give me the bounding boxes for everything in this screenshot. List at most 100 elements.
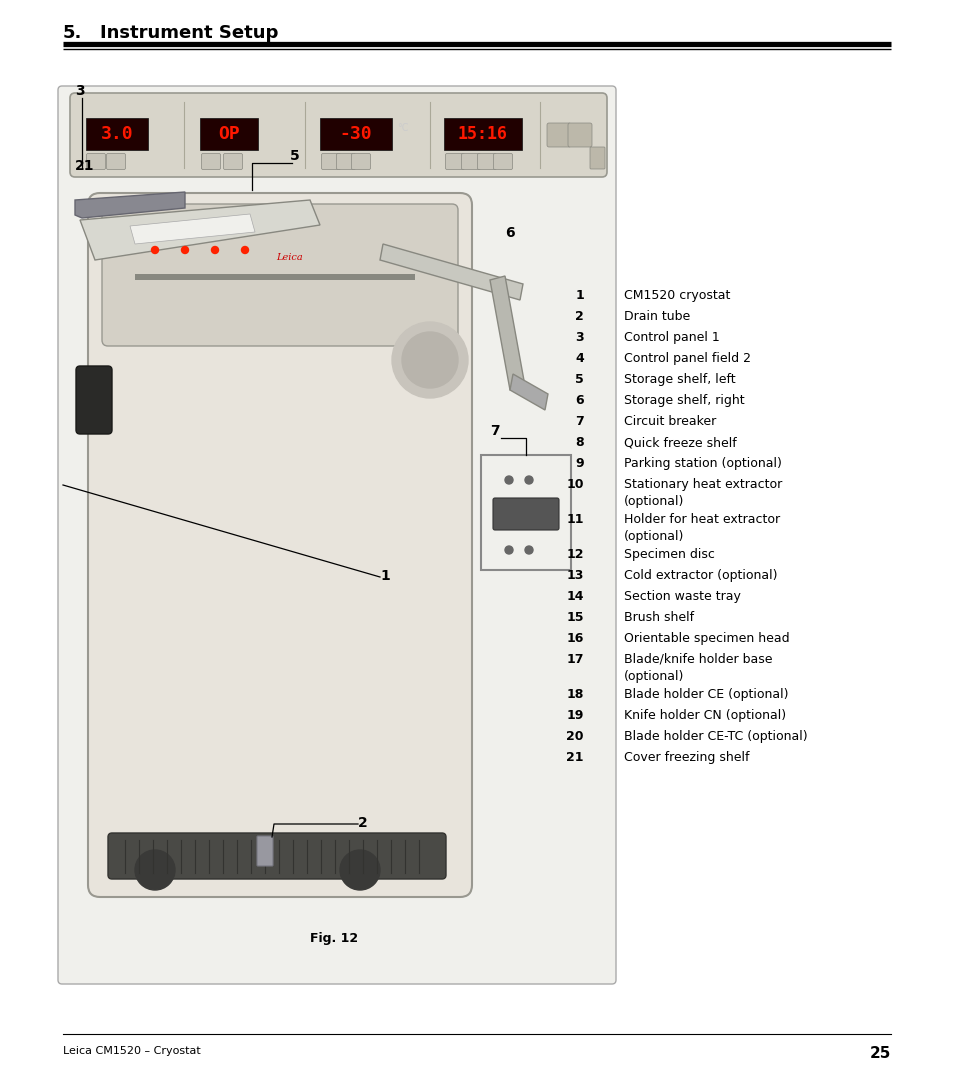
Text: Blade/knife holder base: Blade/knife holder base bbox=[623, 653, 772, 666]
Text: 1: 1 bbox=[575, 289, 583, 302]
Text: 21: 21 bbox=[566, 751, 583, 764]
FancyBboxPatch shape bbox=[480, 455, 571, 570]
Text: Cold extractor (optional): Cold extractor (optional) bbox=[623, 569, 777, 582]
FancyBboxPatch shape bbox=[443, 118, 521, 150]
Circle shape bbox=[181, 246, 189, 254]
Text: 11: 11 bbox=[566, 513, 583, 526]
Text: 13: 13 bbox=[566, 569, 583, 582]
Text: 3.0: 3.0 bbox=[101, 125, 133, 143]
Text: 7: 7 bbox=[490, 424, 499, 438]
Text: 20: 20 bbox=[566, 730, 583, 743]
Circle shape bbox=[504, 546, 513, 554]
Text: Holder for heat extractor: Holder for heat extractor bbox=[623, 513, 780, 526]
Text: 5.: 5. bbox=[63, 24, 82, 42]
Text: 4: 4 bbox=[575, 352, 583, 365]
Text: Knife holder CN (optional): Knife holder CN (optional) bbox=[623, 708, 785, 723]
FancyBboxPatch shape bbox=[319, 118, 392, 150]
Text: 3: 3 bbox=[575, 330, 583, 345]
Polygon shape bbox=[379, 244, 522, 300]
Circle shape bbox=[504, 476, 513, 484]
Text: Storage shelf, left: Storage shelf, left bbox=[623, 373, 735, 386]
FancyBboxPatch shape bbox=[58, 86, 616, 984]
Text: Section waste tray: Section waste tray bbox=[623, 590, 740, 603]
FancyBboxPatch shape bbox=[135, 274, 415, 280]
FancyBboxPatch shape bbox=[108, 833, 446, 879]
Text: 3: 3 bbox=[75, 84, 85, 98]
Text: Leica: Leica bbox=[276, 254, 303, 262]
FancyBboxPatch shape bbox=[87, 153, 106, 170]
Text: Orientable specimen head: Orientable specimen head bbox=[623, 632, 789, 645]
Text: Instrument Setup: Instrument Setup bbox=[100, 24, 278, 42]
FancyBboxPatch shape bbox=[546, 123, 571, 147]
FancyBboxPatch shape bbox=[223, 153, 242, 170]
Text: (optional): (optional) bbox=[623, 530, 683, 543]
Polygon shape bbox=[130, 214, 254, 244]
Circle shape bbox=[339, 850, 379, 890]
Circle shape bbox=[401, 332, 457, 388]
Text: 18: 18 bbox=[566, 688, 583, 701]
Text: Parking station (optional): Parking station (optional) bbox=[623, 457, 781, 470]
Text: Blade holder CE (optional): Blade holder CE (optional) bbox=[623, 688, 788, 701]
Text: Control panel field 2: Control panel field 2 bbox=[623, 352, 750, 365]
FancyBboxPatch shape bbox=[321, 153, 340, 170]
Text: Drain tube: Drain tube bbox=[623, 310, 690, 323]
Text: Circuit breaker: Circuit breaker bbox=[623, 415, 716, 428]
Polygon shape bbox=[80, 200, 319, 260]
Text: 6: 6 bbox=[504, 226, 514, 240]
Text: Specimen disc: Specimen disc bbox=[623, 548, 714, 561]
FancyBboxPatch shape bbox=[351, 153, 370, 170]
Circle shape bbox=[212, 246, 218, 254]
Circle shape bbox=[152, 246, 158, 254]
Circle shape bbox=[392, 322, 468, 399]
FancyBboxPatch shape bbox=[567, 123, 592, 147]
FancyBboxPatch shape bbox=[86, 118, 148, 150]
Text: 15:16: 15:16 bbox=[457, 125, 507, 143]
FancyBboxPatch shape bbox=[70, 93, 606, 177]
Text: (optional): (optional) bbox=[623, 495, 683, 508]
Text: 9: 9 bbox=[575, 457, 583, 470]
Circle shape bbox=[135, 850, 174, 890]
FancyBboxPatch shape bbox=[445, 153, 464, 170]
FancyBboxPatch shape bbox=[477, 153, 496, 170]
FancyBboxPatch shape bbox=[336, 153, 355, 170]
Text: OP: OP bbox=[218, 125, 239, 143]
FancyBboxPatch shape bbox=[256, 836, 273, 866]
Text: °C: °C bbox=[396, 123, 408, 133]
Text: 19: 19 bbox=[566, 708, 583, 723]
FancyBboxPatch shape bbox=[493, 498, 558, 530]
Text: 7: 7 bbox=[575, 415, 583, 428]
Text: 2: 2 bbox=[575, 310, 583, 323]
FancyBboxPatch shape bbox=[201, 153, 220, 170]
Text: Control panel 1: Control panel 1 bbox=[623, 330, 719, 345]
FancyBboxPatch shape bbox=[461, 153, 480, 170]
Text: CM1520 cryostat: CM1520 cryostat bbox=[623, 289, 730, 302]
Circle shape bbox=[524, 546, 533, 554]
FancyBboxPatch shape bbox=[76, 366, 112, 434]
FancyBboxPatch shape bbox=[88, 193, 472, 897]
Text: 12: 12 bbox=[566, 548, 583, 561]
FancyBboxPatch shape bbox=[493, 153, 512, 170]
Text: Storage shelf, right: Storage shelf, right bbox=[623, 394, 744, 407]
Text: 6: 6 bbox=[575, 394, 583, 407]
Text: 17: 17 bbox=[566, 653, 583, 666]
Text: 2: 2 bbox=[357, 816, 367, 831]
Text: Quick freeze shelf: Quick freeze shelf bbox=[623, 436, 736, 449]
Text: Leica CM1520 – Cryostat: Leica CM1520 – Cryostat bbox=[63, 1047, 200, 1056]
Circle shape bbox=[241, 246, 248, 254]
Text: 25: 25 bbox=[869, 1047, 890, 1061]
FancyBboxPatch shape bbox=[107, 153, 126, 170]
FancyBboxPatch shape bbox=[200, 118, 257, 150]
Text: Cover freezing shelf: Cover freezing shelf bbox=[623, 751, 749, 764]
Circle shape bbox=[524, 476, 533, 484]
Text: Blade holder CE-TC (optional): Blade holder CE-TC (optional) bbox=[623, 730, 807, 743]
Polygon shape bbox=[510, 374, 547, 410]
Text: -30: -30 bbox=[339, 125, 372, 143]
Text: 5: 5 bbox=[575, 373, 583, 386]
FancyBboxPatch shape bbox=[102, 204, 457, 346]
Text: 10: 10 bbox=[566, 478, 583, 491]
Text: 21: 21 bbox=[75, 159, 94, 173]
Text: 8: 8 bbox=[575, 436, 583, 449]
Polygon shape bbox=[490, 276, 524, 390]
Text: 1: 1 bbox=[379, 569, 390, 583]
Text: 16: 16 bbox=[566, 632, 583, 645]
